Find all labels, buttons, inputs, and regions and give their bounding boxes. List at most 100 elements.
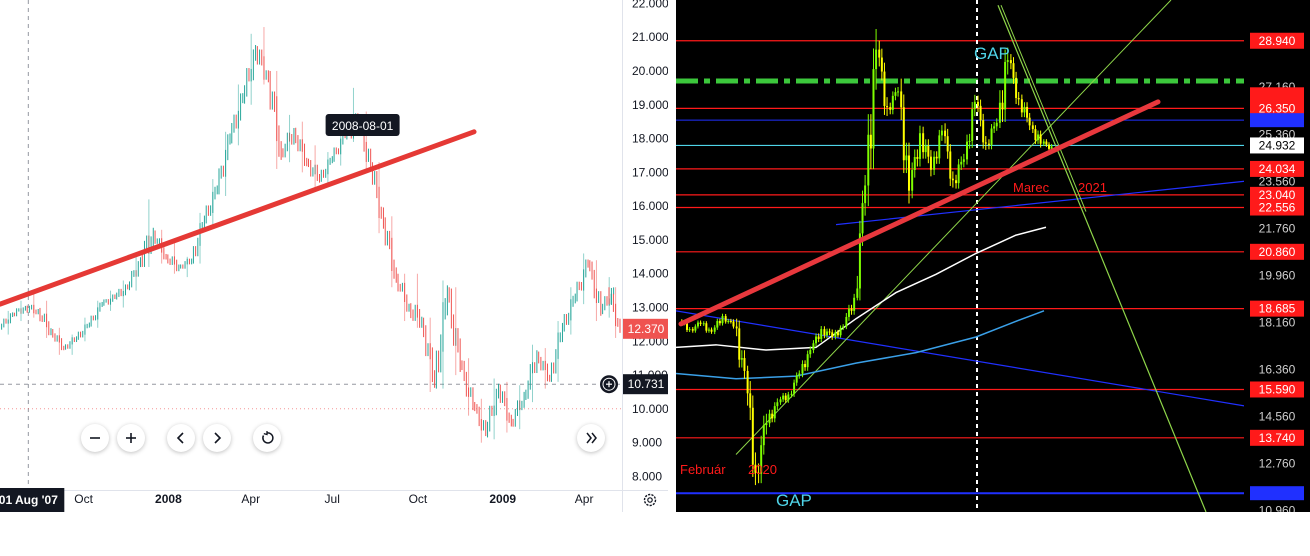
- price-level-label: 15.590: [1259, 382, 1296, 396]
- candle-body: [853, 297, 856, 311]
- candle-body: [922, 133, 925, 153]
- x-tick-label: Oct: [409, 492, 428, 506]
- y-tick-label: 16.000: [632, 199, 668, 213]
- price-label: 12.370: [628, 322, 665, 336]
- zoom-out-button[interactable]: [81, 424, 109, 452]
- candle-body: [990, 128, 993, 145]
- candle-body: [710, 329, 713, 332]
- chevron-left-icon: [176, 432, 184, 444]
- candle-body: [762, 425, 765, 446]
- candle-body: [907, 155, 910, 191]
- candle-body: [856, 288, 859, 298]
- price-level-label: 26.350: [1259, 101, 1296, 115]
- moving-average-white: [676, 226, 1047, 351]
- scroll-right-button[interactable]: [203, 424, 231, 452]
- y-tick-label: 17.000: [632, 165, 668, 179]
- candle-body: [686, 322, 688, 330]
- y-tick-label: 21.000: [632, 30, 668, 44]
- blue-trendline-down: [676, 310, 1255, 409]
- price-level-label: 20.860: [1259, 245, 1296, 259]
- candle-body: [743, 358, 746, 371]
- add-alert-icon-ring: [602, 377, 616, 391]
- candle-body: [944, 130, 947, 137]
- candle-body: [933, 156, 936, 170]
- candle-body: [782, 395, 785, 400]
- candle-body: [982, 120, 985, 143]
- candle-body: [1006, 60, 1009, 62]
- zoom-in-button[interactable]: [117, 424, 145, 452]
- candle-body: [823, 329, 826, 336]
- candle-body: [1042, 141, 1045, 144]
- price-level-box: [1250, 100, 1304, 117]
- gap-top-label: GAP: [974, 44, 1010, 63]
- candle-body: [960, 161, 963, 165]
- scroll-left-button[interactable]: [167, 424, 195, 452]
- candle-body: [872, 69, 875, 149]
- price-level-box: [1250, 186, 1304, 203]
- candle-body: [751, 407, 754, 465]
- candle-body: [801, 363, 804, 374]
- candle-body: [987, 143, 990, 145]
- left-chart[interactable]: 22.000 21.000 20.000 19.000 18.000 17.000 16.0…: [0, 0, 668, 512]
- gap-bottom-label: GAP: [776, 491, 812, 510]
- y-tick-label: 16.360: [1259, 362, 1296, 376]
- candle-body: [790, 393, 793, 395]
- candle-body: [757, 472, 760, 474]
- y-tick-label: 23.560: [1259, 174, 1296, 188]
- price-level-label: 24.932: [1259, 138, 1296, 152]
- candle-body: [979, 105, 982, 121]
- candle-body: [918, 133, 921, 159]
- candle-body: [795, 375, 798, 383]
- x-tick-label: Apr: [241, 492, 260, 506]
- candle-body: [984, 142, 987, 144]
- moving-average-blue: [676, 310, 1045, 380]
- add-alert-icon[interactable]: [600, 375, 618, 394]
- plus-icon: [126, 433, 136, 443]
- y-tick-label: 19.960: [1259, 268, 1296, 282]
- candle-body: [1023, 106, 1026, 113]
- candle-body: [927, 145, 930, 157]
- candle-body: [897, 91, 900, 93]
- candle-body: [894, 92, 897, 96]
- candle-body: [735, 326, 738, 329]
- double-chevron-right-icon: [586, 432, 597, 444]
- candle-body: [826, 331, 829, 336]
- tooltip-box: [325, 114, 400, 136]
- candle-body: [889, 107, 892, 110]
- candle-body: [699, 322, 702, 324]
- gear-icon[interactable]: [643, 493, 657, 507]
- x-tick-label: Oct: [74, 492, 93, 506]
- candle-body: [828, 331, 831, 333]
- crosshair-date-box: [0, 488, 65, 512]
- marker-box-blue: [1250, 113, 1304, 128]
- candle-body: [773, 406, 776, 419]
- reset-chart-button[interactable]: [253, 424, 281, 452]
- candle-body: [1009, 60, 1012, 64]
- y-tick-label: 9.000: [632, 436, 662, 450]
- y-tick-label: 22.000: [632, 0, 668, 10]
- candle-body: [749, 393, 752, 408]
- scroll-to-latest-button[interactable]: [577, 424, 605, 452]
- candle-body: [864, 185, 867, 204]
- price-level-label: 24.034: [1259, 162, 1296, 176]
- y-tick-label: 10.000: [632, 402, 668, 416]
- candle-body: [809, 350, 812, 355]
- candle-body: [806, 354, 809, 368]
- crosshair-price-label: 10.731: [628, 377, 665, 391]
- candle-body: [820, 329, 823, 339]
- tooltip-label: 2008-08-01: [332, 119, 394, 133]
- price-level-label: 22.556: [1259, 201, 1296, 215]
- price-level-label: 13.740: [1259, 431, 1296, 445]
- trendline: [0, 129, 477, 307]
- candle-body: [891, 95, 894, 110]
- crosshair-price-box: [623, 374, 668, 395]
- red-trendline: [678, 99, 1161, 327]
- price-level-box: [1250, 137, 1304, 154]
- candle-body: [738, 328, 741, 360]
- candle-body: [1034, 129, 1037, 140]
- candle-body: [1001, 102, 1004, 110]
- candle-body: [688, 329, 691, 331]
- candle-body: [839, 327, 842, 336]
- candle-body: [858, 233, 861, 289]
